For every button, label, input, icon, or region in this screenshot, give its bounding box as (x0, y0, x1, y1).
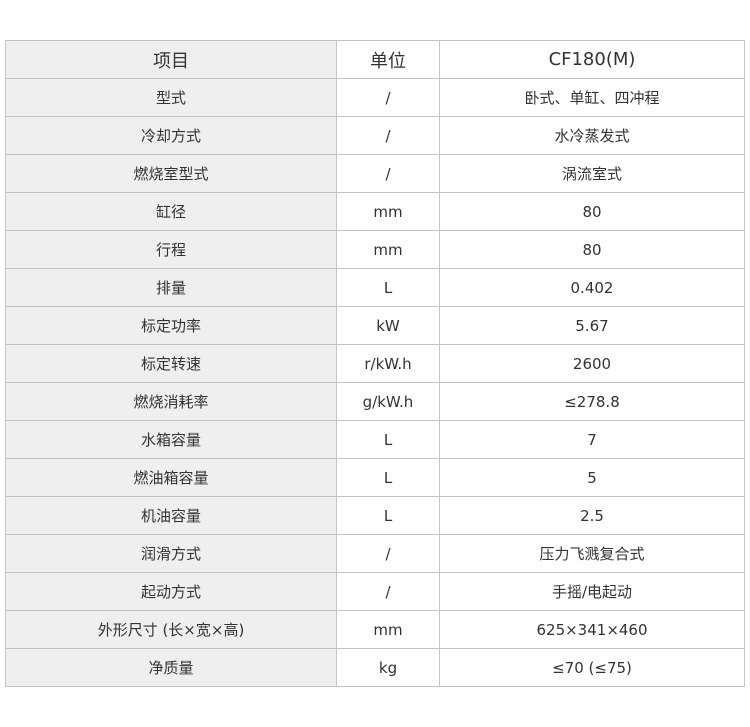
row-item: 机油容量 (5, 496, 337, 535)
row-item: 排量 (5, 268, 337, 307)
table-row: 行程 mm 80 (5, 230, 745, 269)
table-row: 标定转速 r/kW.h 2600 (5, 344, 745, 383)
row-value: 卧式、单缸、四冲程 (439, 78, 745, 117)
table-row: 润滑方式 / 压力飞溅复合式 (5, 534, 745, 573)
header-unit: 单位 (336, 40, 440, 79)
row-item: 燃烧室型式 (5, 154, 337, 193)
row-unit: L (336, 496, 440, 535)
row-item: 缸径 (5, 192, 337, 231)
row-unit: mm (336, 610, 440, 649)
table-row: 机油容量 L 2.5 (5, 496, 745, 535)
table-row: 排量 L 0.402 (5, 268, 745, 307)
table-row: 净质量 kg ≤70 (≤75) (5, 648, 745, 687)
row-item: 行程 (5, 230, 337, 269)
row-unit: / (336, 534, 440, 573)
row-unit: / (336, 572, 440, 611)
table-row: 水箱容量 L 7 (5, 420, 745, 459)
table-header-row: 项目 单位 CF180(M) (5, 40, 745, 79)
row-unit: L (336, 420, 440, 459)
row-unit: r/kW.h (336, 344, 440, 383)
row-value: 涡流室式 (439, 154, 745, 193)
row-item: 润滑方式 (5, 534, 337, 573)
row-value: ≤278.8 (439, 382, 745, 421)
row-item: 净质量 (5, 648, 337, 687)
row-unit: / (336, 116, 440, 155)
row-item: 外形尺寸 (长×宽×高) (5, 610, 337, 649)
row-value: 压力飞溅复合式 (439, 534, 745, 573)
row-unit: / (336, 78, 440, 117)
table-row: 燃烧消耗率 g/kW.h ≤278.8 (5, 382, 745, 421)
table-row: 燃油箱容量 L 5 (5, 458, 745, 497)
row-unit: L (336, 458, 440, 497)
row-value: ≤70 (≤75) (439, 648, 745, 687)
row-item: 型式 (5, 78, 337, 117)
table-row: 缸径 mm 80 (5, 192, 745, 231)
table-row: 起动方式 / 手摇/电起动 (5, 572, 745, 611)
row-value: 80 (439, 192, 745, 231)
row-unit: / (336, 154, 440, 193)
header-item: 项目 (5, 40, 337, 79)
row-value: 水冷蒸发式 (439, 116, 745, 155)
table-row: 标定功率 kW 5.67 (5, 306, 745, 345)
row-item: 冷却方式 (5, 116, 337, 155)
table-row: 外形尺寸 (长×宽×高) mm 625×341×460 (5, 610, 745, 649)
row-item: 燃烧消耗率 (5, 382, 337, 421)
row-item: 燃油箱容量 (5, 458, 337, 497)
row-value: 2.5 (439, 496, 745, 535)
row-value: 手摇/电起动 (439, 572, 745, 611)
row-value: 80 (439, 230, 745, 269)
row-item: 标定功率 (5, 306, 337, 345)
row-value: 5 (439, 458, 745, 497)
row-unit: kW (336, 306, 440, 345)
row-unit: mm (336, 230, 440, 269)
table-row: 冷却方式 / 水冷蒸发式 (5, 116, 745, 155)
header-model: CF180(M) (439, 40, 745, 79)
row-value: 0.402 (439, 268, 745, 307)
table-row: 型式 / 卧式、单缸、四冲程 (5, 78, 745, 117)
row-unit: mm (336, 192, 440, 231)
row-item: 水箱容量 (5, 420, 337, 459)
row-item: 标定转速 (5, 344, 337, 383)
row-unit: L (336, 268, 440, 307)
spec-table: 项目 单位 CF180(M) 型式 / 卧式、单缸、四冲程 冷却方式 / 水冷蒸发式 燃烧室… (5, 40, 745, 687)
row-value: 5.67 (439, 306, 745, 345)
row-value: 625×341×460 (439, 610, 745, 649)
row-unit: kg (336, 648, 440, 687)
row-value: 7 (439, 420, 745, 459)
row-item: 起动方式 (5, 572, 337, 611)
row-unit: g/kW.h (336, 382, 440, 421)
row-value: 2600 (439, 344, 745, 383)
table-row: 燃烧室型式 / 涡流室式 (5, 154, 745, 193)
